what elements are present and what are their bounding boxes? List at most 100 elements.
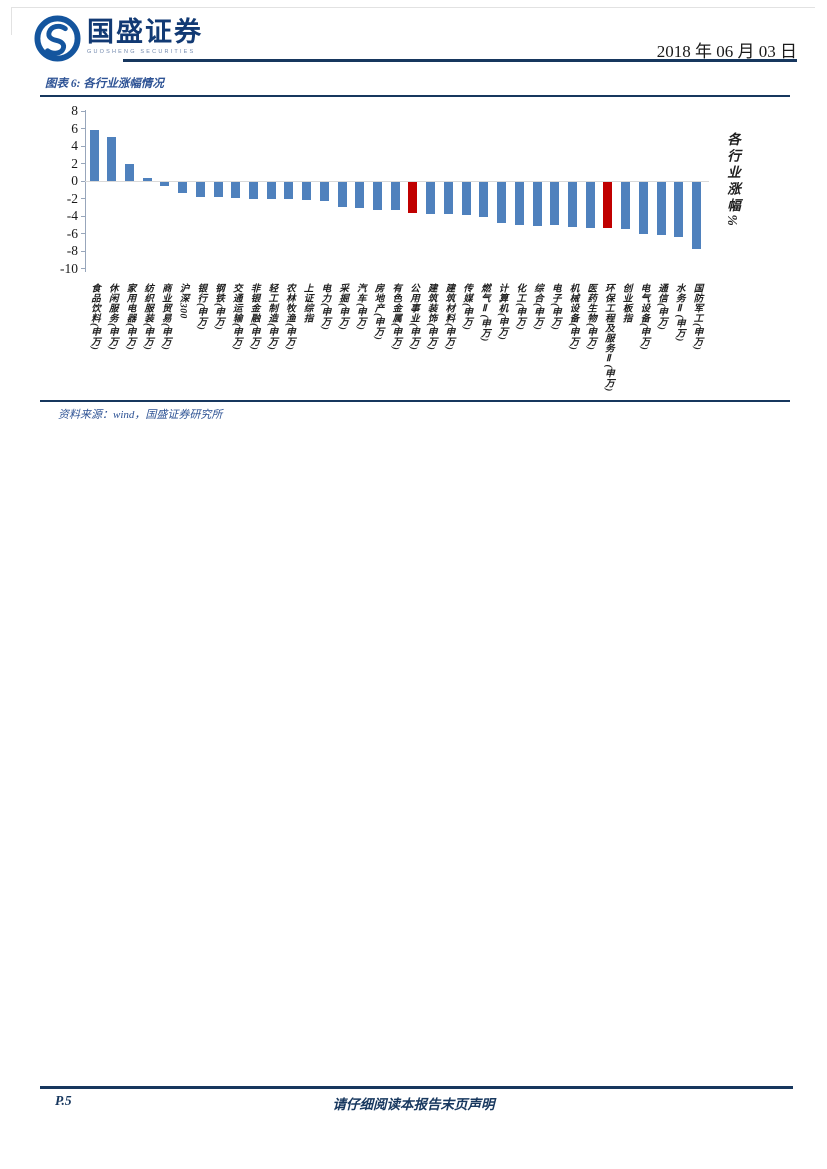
figure-caption: 图表 6: 各行业涨幅情况 bbox=[45, 78, 164, 90]
y-axis-tick-label: 8 bbox=[71, 103, 78, 118]
zero-baseline bbox=[85, 181, 709, 182]
bar-series bbox=[691, 182, 701, 249]
category-label: 商业贸易(申万) bbox=[159, 283, 170, 351]
brand-text-block: 国盛证券 GUOSHENG SECURITIES bbox=[87, 15, 203, 55]
page-edge-artifact-top bbox=[11, 7, 815, 8]
bar-series bbox=[142, 177, 152, 181]
category-label: 水务Ⅱ(申万) bbox=[673, 283, 684, 342]
category-label: 休闲服务(申万) bbox=[106, 283, 117, 351]
bar-series bbox=[390, 182, 400, 210]
category-label: 钢铁(申万) bbox=[213, 283, 224, 331]
y-axis-tick bbox=[81, 198, 85, 199]
bar-series bbox=[302, 182, 312, 200]
category-label: 交通运输(申万) bbox=[230, 283, 241, 351]
category-label: 创业板指 bbox=[620, 283, 631, 323]
figure-source: 资料来源：wind，国盛证券研究所 bbox=[58, 409, 223, 421]
category-label: 沪深300 bbox=[177, 283, 188, 319]
category-label: 银行(申万) bbox=[195, 283, 206, 331]
footer-divider bbox=[40, 1086, 793, 1089]
y-axis-tick bbox=[81, 163, 85, 164]
y-axis-tick-label: 4 bbox=[71, 138, 78, 153]
category-label: 医药生物(申万) bbox=[585, 283, 596, 351]
y-axis-tick-label: -10 bbox=[60, 260, 78, 276]
category-label: 非银金融(申万) bbox=[248, 283, 259, 351]
bar-series bbox=[532, 182, 542, 226]
bar-series bbox=[355, 182, 365, 209]
category-label: 公用事业(申万) bbox=[407, 283, 418, 351]
y-axis-tick bbox=[81, 180, 85, 182]
category-label: 轻工制造(申万) bbox=[266, 283, 277, 351]
category-label: 房地产(申万) bbox=[372, 283, 383, 341]
bar-series bbox=[638, 182, 648, 234]
category-label: 采掘(申万) bbox=[337, 283, 348, 331]
category-label: 计算机(申万) bbox=[496, 283, 507, 341]
bar-series bbox=[89, 130, 99, 181]
y-axis-tick-label: -2 bbox=[66, 190, 78, 206]
category-label: 机械设备(申万) bbox=[567, 283, 578, 351]
figure-top-divider bbox=[40, 95, 790, 97]
bar-series bbox=[621, 182, 631, 230]
bar-series bbox=[178, 182, 188, 193]
industry-change-bar-chart: 各行业涨幅% 8 6 4 2 0 -2 -4 -6 -8 -10 食品饮料(申万) 休闲服务(申万) 家… bbox=[0, 0, 827, 420]
bar-highlighted bbox=[408, 182, 418, 213]
category-label: 农林牧渔(申万) bbox=[283, 283, 294, 351]
category-label: 燃气Ⅱ(申万) bbox=[478, 283, 489, 342]
bar-series bbox=[124, 163, 134, 181]
bar-series bbox=[248, 182, 258, 199]
page-edge-artifact-left bbox=[11, 7, 12, 35]
y-axis-tick-label: -6 bbox=[66, 225, 78, 241]
bar-series bbox=[284, 182, 294, 199]
category-label: 环保工程及服务Ⅱ(申万) bbox=[602, 283, 613, 392]
figure-bottom-divider bbox=[40, 400, 790, 402]
category-label: 电子(申万) bbox=[549, 283, 560, 331]
bar-series bbox=[195, 182, 205, 197]
category-label: 汽车(申万) bbox=[354, 283, 365, 331]
category-label: 家用电器(申万) bbox=[124, 283, 135, 351]
bar-series bbox=[443, 182, 453, 215]
y-axis-tick-label: -8 bbox=[66, 243, 78, 258]
bar-series bbox=[550, 182, 560, 225]
page-number: P.5 bbox=[55, 1093, 72, 1108]
bar-series bbox=[567, 182, 577, 227]
category-label: 电力(申万) bbox=[319, 283, 330, 331]
bar-series bbox=[337, 182, 347, 208]
bar-series bbox=[585, 182, 595, 228]
category-label: 传媒(申万) bbox=[461, 283, 472, 331]
y-axis-tick bbox=[81, 110, 85, 112]
bar-series bbox=[426, 182, 436, 215]
category-label: 建筑材料(申万) bbox=[443, 283, 454, 351]
bar-highlighted bbox=[603, 182, 613, 228]
category-label: 通信(申万) bbox=[656, 283, 667, 331]
y-axis-tick-label: 0 bbox=[71, 173, 78, 188]
bar-series bbox=[160, 182, 170, 186]
category-label: 综合(申万) bbox=[532, 283, 542, 331]
bar-series bbox=[479, 182, 489, 217]
bar-series bbox=[266, 182, 276, 199]
bar-series bbox=[107, 137, 117, 181]
brand-logo: 国盛证券 GUOSHENG SECURITIES bbox=[34, 15, 203, 62]
category-label: 有色金属(申万) bbox=[390, 283, 401, 351]
header-divider bbox=[123, 59, 797, 62]
category-label: 建筑装饰(申万) bbox=[425, 283, 436, 351]
bar-series bbox=[231, 182, 241, 198]
bar-series bbox=[319, 182, 329, 202]
bar-series bbox=[656, 182, 666, 236]
bar-series bbox=[461, 182, 471, 216]
category-label: 电气设备(申万) bbox=[638, 283, 649, 351]
category-label: 化工(申万) bbox=[514, 283, 525, 331]
brand-logo-icon bbox=[34, 15, 81, 62]
y-axis-tick-label: 6 bbox=[71, 120, 78, 136]
y-axis-line bbox=[85, 110, 86, 272]
category-label: 纺织服装(申万) bbox=[142, 283, 153, 351]
bar-series bbox=[373, 182, 383, 210]
y-axis-tick bbox=[81, 268, 85, 269]
category-label: 上证综指 bbox=[301, 283, 312, 323]
y-axis-tick bbox=[81, 145, 85, 147]
y-axis-tick bbox=[81, 250, 85, 252]
category-label: 食品饮料(申万) bbox=[89, 283, 99, 351]
brand-name: 国盛证券 bbox=[87, 17, 203, 47]
bar-series bbox=[674, 182, 684, 238]
bar-series bbox=[213, 182, 223, 197]
category-label: 国防军工(申万) bbox=[691, 283, 702, 351]
